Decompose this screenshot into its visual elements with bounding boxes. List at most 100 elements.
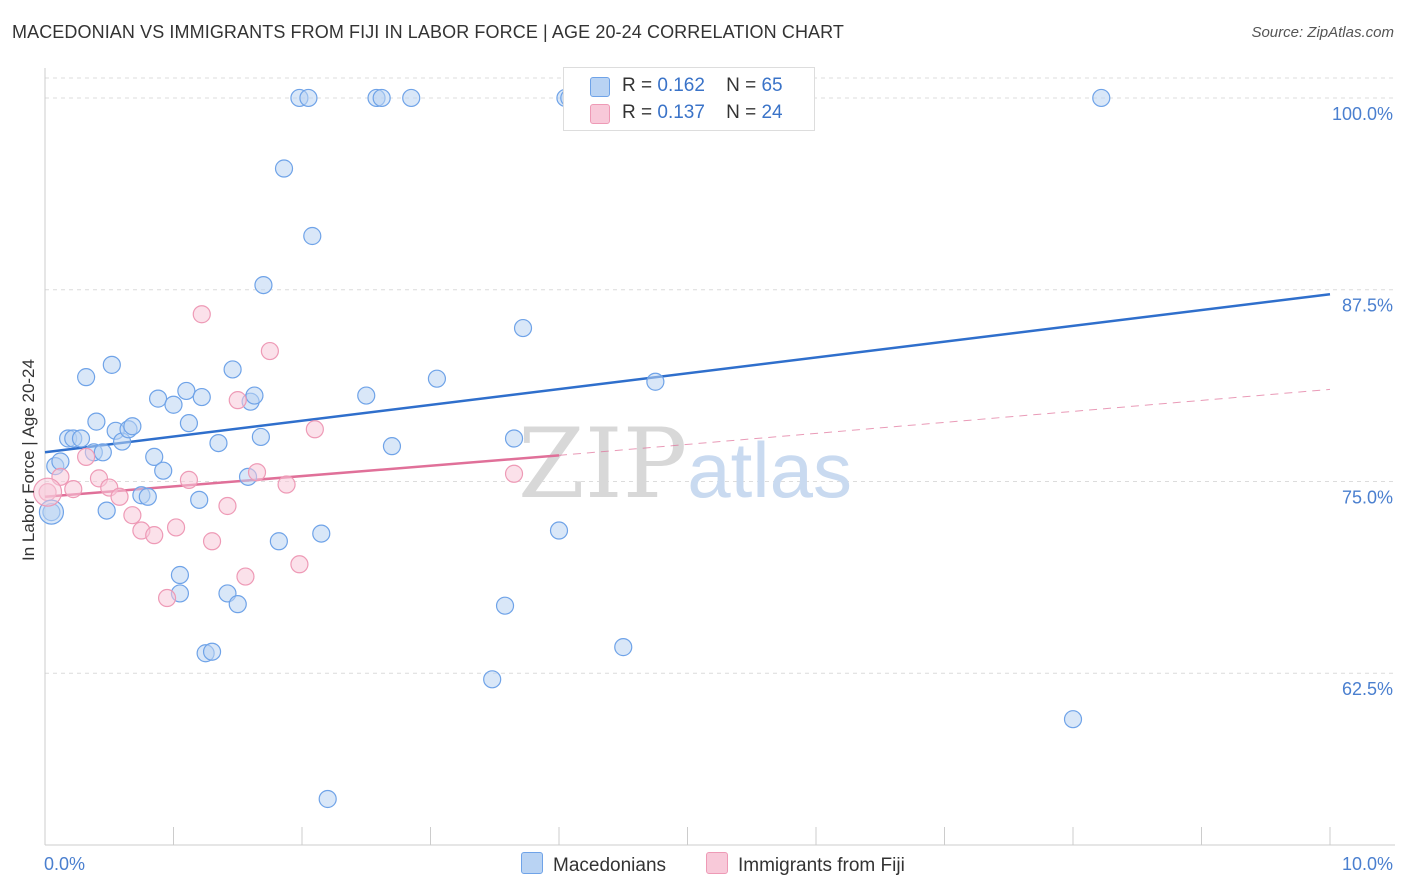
fiji-point [305,420,324,439]
macedonian-point [164,395,183,414]
macedonian-point [504,429,524,448]
legend-swatch-blue [521,852,543,874]
fiji-point [218,496,237,516]
fiji-point [290,555,309,574]
legend-swatch-pink [706,852,728,874]
macedonian-point [549,521,569,540]
watermark-atlas: atlas [687,426,852,514]
y-tick-label: 100.0% [1332,104,1393,124]
fiji-point [166,518,186,537]
legend-r-value: 0.137 [657,102,705,123]
x-tick-label: 10.0% [1342,854,1393,874]
macedonian-point [177,381,196,401]
macedonian-point [1063,710,1083,729]
legend-n-value: 65 [761,75,783,96]
macedonian-point [97,501,116,520]
macedonian-point [614,638,633,657]
y-tick-label: 87.5% [1342,296,1393,316]
macedonian-point [254,275,273,295]
macedonian-point [274,159,294,178]
macedonian-point [1092,88,1111,108]
macedonian-point [123,417,142,436]
macedonian-point [402,88,421,108]
y-axis-label: In Labor Force | Age 20-24 [19,359,38,561]
chart-title: MACEDONIAN VS IMMIGRANTS FROM FIJI IN LA… [12,22,845,42]
trend-layer [44,293,1331,499]
legend-r-label: R = [622,102,653,123]
macedonian-point [93,443,112,462]
macedonian-point [148,389,168,408]
legend-label-macedonians: Macedonians [553,855,667,876]
legend-n-value: 24 [761,102,783,123]
axes-layer [44,68,1395,846]
fiji-point [157,588,177,608]
macedonian-point [102,355,121,374]
macedonian-point [299,88,318,108]
macedonian-point [190,490,209,509]
watermark-zip: ZIP [518,408,687,520]
macedonian-point [646,372,665,391]
fiji-point [32,477,63,507]
x-tick-label: 0.0% [44,854,85,874]
fiji-point [77,447,96,466]
fiji-point [123,506,142,525]
macedonian-point [357,386,376,405]
trend-extension-1 [558,388,1331,456]
legend-label-fiji: Immigrants from Fiji [738,855,905,876]
macedonian-point [228,595,247,614]
y-tick-label: 75.0% [1342,487,1393,507]
macedonian-point [312,524,331,543]
fiji-point [202,532,222,551]
legend-r-value: 0.162 [657,75,705,96]
macedonian-point [495,596,515,615]
fiji-point [247,463,267,482]
macedonian-point [269,532,288,551]
y-tick-label: 62.5% [1342,679,1393,699]
macedonian-point [192,387,211,407]
macedonian-point [145,447,164,466]
macedonian-point [223,360,242,379]
legend-item-fiji: Immigrants from Fiji [706,852,905,877]
legend-swatch-blue [590,77,610,97]
fiji-point [64,480,83,499]
macedonian-point [382,437,402,456]
legend-swatch-pink [590,104,610,124]
macedonian-point [51,452,70,471]
macedonian-point [209,433,228,453]
trend-line-0 [44,293,1331,454]
macedonian-point [427,369,447,388]
fiji-point [277,475,296,494]
correlation-legend: R = 0.162 N = 65 R = 0.137 N = 24 [563,67,815,131]
macedonian-point [138,487,157,506]
macedonian-point [245,386,264,405]
labels-layer: 62.5% 75.0% 87.5% 100.0% 0.0% 10.0% In Labor F… [19,104,1393,874]
fiji-point [504,464,524,483]
macedonian-point [170,565,190,585]
fiji-point [228,391,247,410]
macedonian-point [513,318,533,338]
fiji-point [179,470,199,490]
fiji-point [110,487,129,506]
watermark: ZIPatlas [518,408,852,520]
source-label: Source: ZipAtlas.com [1251,24,1394,41]
legend-item-macedonians: Macedonians [521,852,666,877]
macedonian-point [318,789,337,809]
legend-r-label: R = [622,75,653,96]
fiji-point [260,341,279,361]
macedonian-point [303,226,322,246]
macedonian-point [154,461,173,480]
macedonian-point [87,412,106,431]
fiji-point [236,567,255,586]
fiji-point [145,526,164,545]
macedonian-point [71,429,91,448]
macedonian-point [483,670,502,689]
macedonian-point [179,414,199,433]
legend-n-label: N = [726,75,757,96]
macedonian-point [202,642,222,661]
macedonian-point [251,427,270,447]
macedonian-point [77,368,96,387]
trend-line-1 [44,454,560,499]
fiji-point [192,305,211,324]
macedonian-point [372,88,391,108]
